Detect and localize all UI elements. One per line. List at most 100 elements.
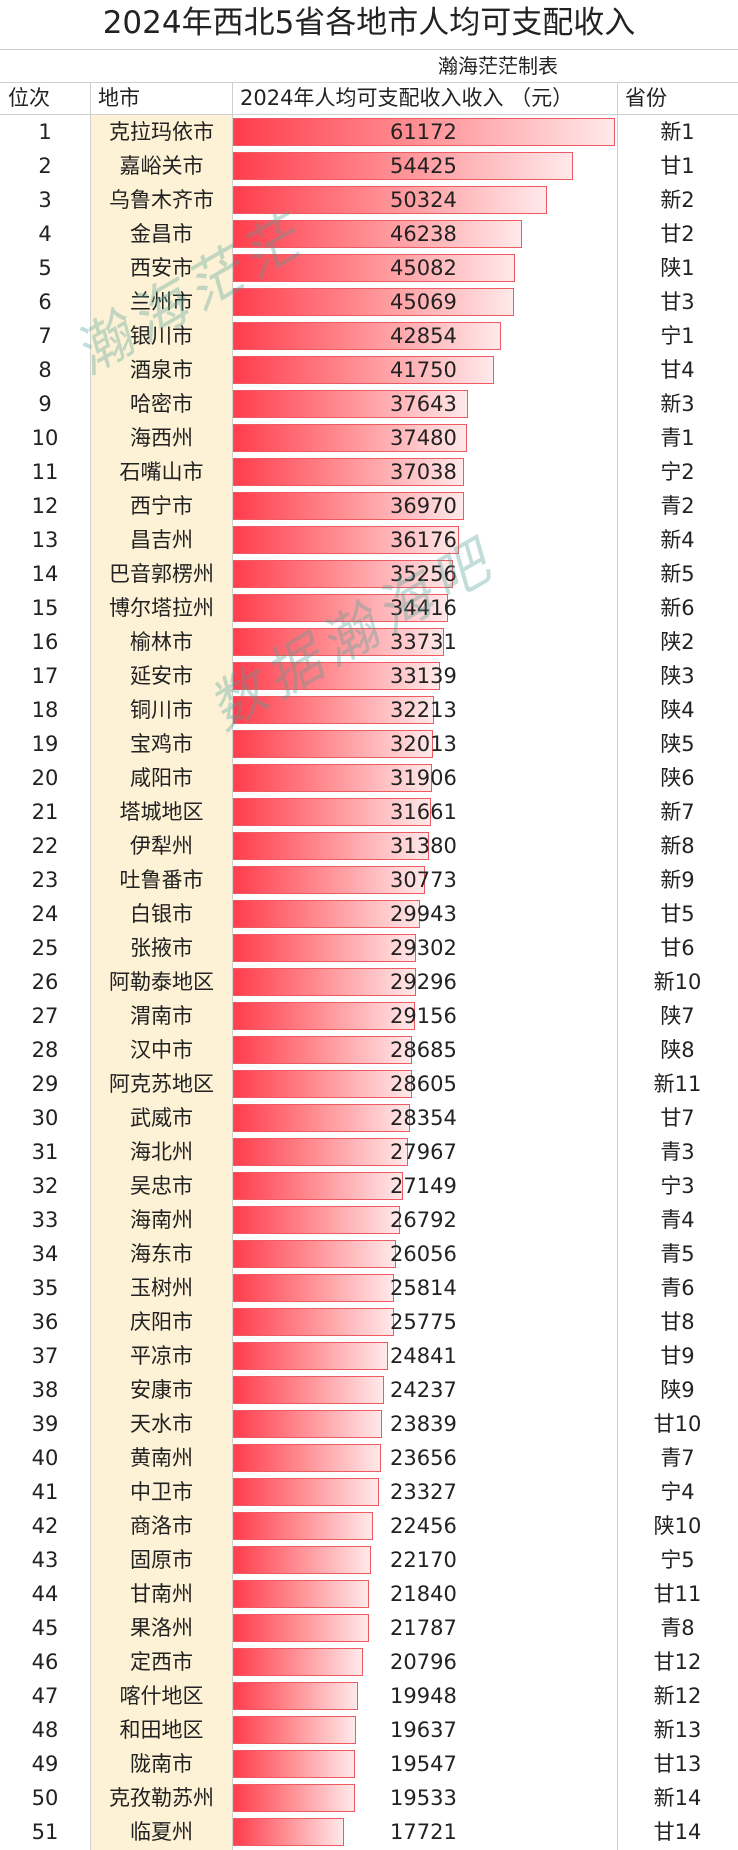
- income-bar: [233, 764, 432, 792]
- rank-cell: 34: [31, 1242, 59, 1266]
- table-row: 11 石嘴山市 37038 宁2: [0, 455, 738, 489]
- city-cell: 安康市: [130, 1378, 193, 1402]
- province-cell: 宁5: [660, 1548, 695, 1572]
- income-value-label: 29943: [390, 902, 457, 926]
- province-cell: 陕9: [660, 1378, 695, 1402]
- income-value-label: 41750: [390, 358, 457, 382]
- province-cell: 陕10: [653, 1514, 702, 1538]
- income-bar: [233, 1308, 394, 1336]
- rank-cell: 21: [31, 800, 59, 824]
- rank-cell: 28: [31, 1038, 59, 1062]
- province-cell: 宁3: [660, 1174, 695, 1198]
- income-bar: [233, 798, 431, 826]
- income-bar: [233, 1138, 408, 1166]
- province-cell: 新6: [660, 596, 695, 620]
- rank-cell: 7: [38, 324, 52, 348]
- income-value-label: 42854: [390, 324, 457, 348]
- income-bar: [233, 594, 448, 622]
- table-row: 27 渭南市 29156 陕7: [0, 999, 738, 1033]
- income-bar: [233, 1546, 371, 1574]
- income-value-label: 50324: [390, 188, 457, 212]
- province-cell: 陕4: [660, 698, 695, 722]
- income-bar: [233, 1002, 415, 1030]
- income-bar: [233, 118, 615, 146]
- income-bar: [233, 866, 425, 894]
- income-value-label: 37643: [390, 392, 457, 416]
- income-bar: [233, 220, 522, 248]
- table-row: 42 商洛市 22456 陕10: [0, 1509, 738, 1543]
- rank-cell: 38: [31, 1378, 59, 1402]
- income-value-label: 26056: [390, 1242, 457, 1266]
- table-row: 7 银川市 42854 宁1: [0, 319, 738, 353]
- table-row: 30 武威市 28354 甘7: [0, 1101, 738, 1135]
- table-row: 1 克拉玛依市 61172 新1: [0, 115, 738, 149]
- rank-cell: 18: [31, 698, 59, 722]
- province-cell: 甘5: [660, 902, 695, 926]
- income-bar: [233, 662, 440, 690]
- province-cell: 新1: [660, 120, 695, 144]
- rank-cell: 26: [31, 970, 59, 994]
- city-cell: 平凉市: [130, 1344, 193, 1368]
- income-bar: [233, 1342, 388, 1370]
- rank-cell: 2: [38, 154, 52, 178]
- income-value-label: 19547: [390, 1752, 457, 1776]
- rank-cell: 8: [38, 358, 52, 382]
- income-value-label: 20796: [390, 1650, 457, 1674]
- province-cell: 新7: [660, 800, 695, 824]
- city-cell: 西宁市: [130, 494, 193, 518]
- income-value-label: 37038: [390, 460, 457, 484]
- rank-cell: 3: [38, 188, 52, 212]
- income-value-label: 17721: [390, 1820, 457, 1844]
- table-row: 38 安康市 24237 陕9: [0, 1373, 738, 1407]
- income-bar: [233, 424, 467, 452]
- income-value-label: 29296: [390, 970, 457, 994]
- income-value-label: 28685: [390, 1038, 457, 1062]
- table-row: 20 咸阳市 31906 陕6: [0, 761, 738, 795]
- city-cell: 兰州市: [130, 290, 193, 314]
- city-cell: 伊犁州: [130, 834, 193, 858]
- province-cell: 新14: [653, 1786, 702, 1810]
- table-row: 47 喀什地区 19948 新12: [0, 1679, 738, 1713]
- rank-cell: 5: [38, 256, 52, 280]
- table-row: 43 固原市 22170 宁5: [0, 1543, 738, 1577]
- income-bar: [233, 1716, 356, 1744]
- city-cell: 海东市: [130, 1242, 193, 1266]
- table-row: 26 阿勒泰地区 29296 新10: [0, 965, 738, 999]
- rank-cell: 33: [31, 1208, 59, 1232]
- city-cell: 中卫市: [130, 1480, 193, 1504]
- income-bar: [233, 832, 429, 860]
- table-row: 23 吐鲁番市 30773 新9: [0, 863, 738, 897]
- rank-cell: 27: [31, 1004, 59, 1028]
- rank-cell: 23: [31, 868, 59, 892]
- table-row: 49 陇南市 19547 甘13: [0, 1747, 738, 1781]
- rank-cell: 32: [31, 1174, 59, 1198]
- rank-cell: 4: [38, 222, 52, 246]
- income-value-label: 19948: [390, 1684, 457, 1708]
- province-cell: 新11: [653, 1072, 702, 1096]
- rank-cell: 50: [31, 1786, 59, 1810]
- rank-cell: 31: [31, 1140, 59, 1164]
- income-value-label: 33731: [390, 630, 457, 654]
- rank-cell: 9: [38, 392, 52, 416]
- income-value-label: 23327: [390, 1480, 457, 1504]
- income-value-label: 45082: [390, 256, 457, 280]
- province-cell: 青5: [660, 1242, 695, 1266]
- province-cell: 陕5: [660, 732, 695, 756]
- income-value-label: 19637: [390, 1718, 457, 1742]
- rank-cell: 10: [31, 426, 59, 450]
- income-value-label: 23656: [390, 1446, 457, 1470]
- table-row: 41 中卫市 23327 宁4: [0, 1475, 738, 1509]
- province-cell: 陕6: [660, 766, 695, 790]
- rank-cell: 15: [31, 596, 59, 620]
- province-cell: 陕8: [660, 1038, 695, 1062]
- income-bar: [233, 1512, 373, 1540]
- city-cell: 咸阳市: [130, 766, 193, 790]
- rank-cell: 35: [31, 1276, 59, 1300]
- table-row: 18 铜川市 32213 陕4: [0, 693, 738, 727]
- income-bar: [233, 934, 416, 962]
- income-bar: [233, 1750, 355, 1778]
- city-cell: 海北州: [130, 1140, 193, 1164]
- table-row: 24 白银市 29943 甘5: [0, 897, 738, 931]
- income-value-label: 33139: [390, 664, 457, 688]
- province-cell: 新9: [660, 868, 695, 892]
